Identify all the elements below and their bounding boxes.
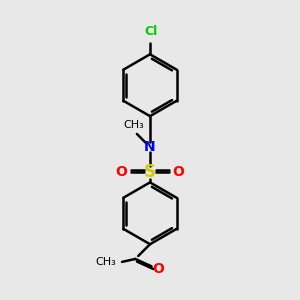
Text: CH₃: CH₃ — [124, 119, 144, 130]
Text: O: O — [172, 165, 184, 179]
Text: Cl: Cl — [145, 25, 158, 38]
Text: CH₃: CH₃ — [95, 257, 116, 267]
Text: S: S — [144, 163, 156, 181]
Text: O: O — [116, 165, 128, 179]
Text: N: N — [144, 140, 156, 154]
Text: O: O — [152, 262, 164, 276]
